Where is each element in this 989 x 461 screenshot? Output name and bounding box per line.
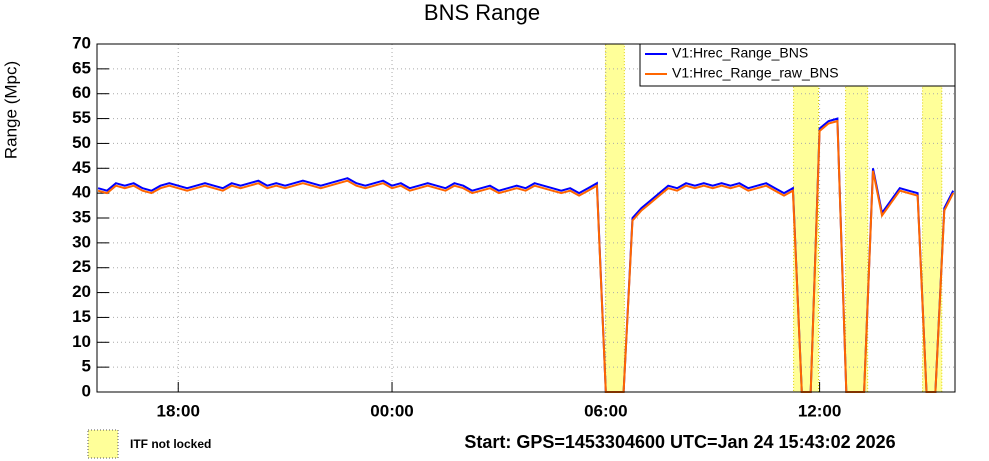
y-tick-label: 30 <box>72 232 91 251</box>
unlocked-legend-label: ITF not locked <box>130 437 211 451</box>
y-tick-label: 70 <box>72 33 91 52</box>
footer: Start: GPS=1453304600 UTC=Jan 24 15:43:0… <box>464 432 895 452</box>
chart-title: BNS Range <box>424 0 540 25</box>
legend-label: V1:Hrec_Range_raw_BNS <box>672 65 839 81</box>
y-tick-label: 45 <box>72 158 91 177</box>
legend-box <box>639 43 956 87</box>
y-tick-label: 60 <box>72 83 91 102</box>
y-tick-label: 50 <box>72 133 91 152</box>
y-tick-label: 55 <box>72 108 91 127</box>
y-tick-label: 40 <box>72 183 91 202</box>
legend-label: V1:Hrec_Range_BNS <box>672 45 808 61</box>
y-tick-label: 0 <box>82 381 91 400</box>
x-tick-label: 12:00 <box>798 401 841 420</box>
unlocked-band <box>845 43 869 393</box>
y-axis-label: Range (Mpc) <box>1 61 20 159</box>
y-tick-label: 5 <box>82 357 91 376</box>
y-tick-label: 65 <box>72 58 91 77</box>
y-tick-label: 20 <box>72 282 91 301</box>
x-tick-label: 06:00 <box>584 401 627 420</box>
x-tick-label: 18:00 <box>156 401 199 420</box>
y-tick-label: 15 <box>72 307 91 326</box>
y-tick-label: 35 <box>72 207 91 226</box>
y-tick-label: 25 <box>72 257 91 276</box>
x-tick-label: 00:00 <box>370 401 413 420</box>
unlocked-legend-swatch <box>87 429 119 459</box>
y-tick-label: 10 <box>72 332 91 351</box>
plot-frame <box>96 43 956 393</box>
